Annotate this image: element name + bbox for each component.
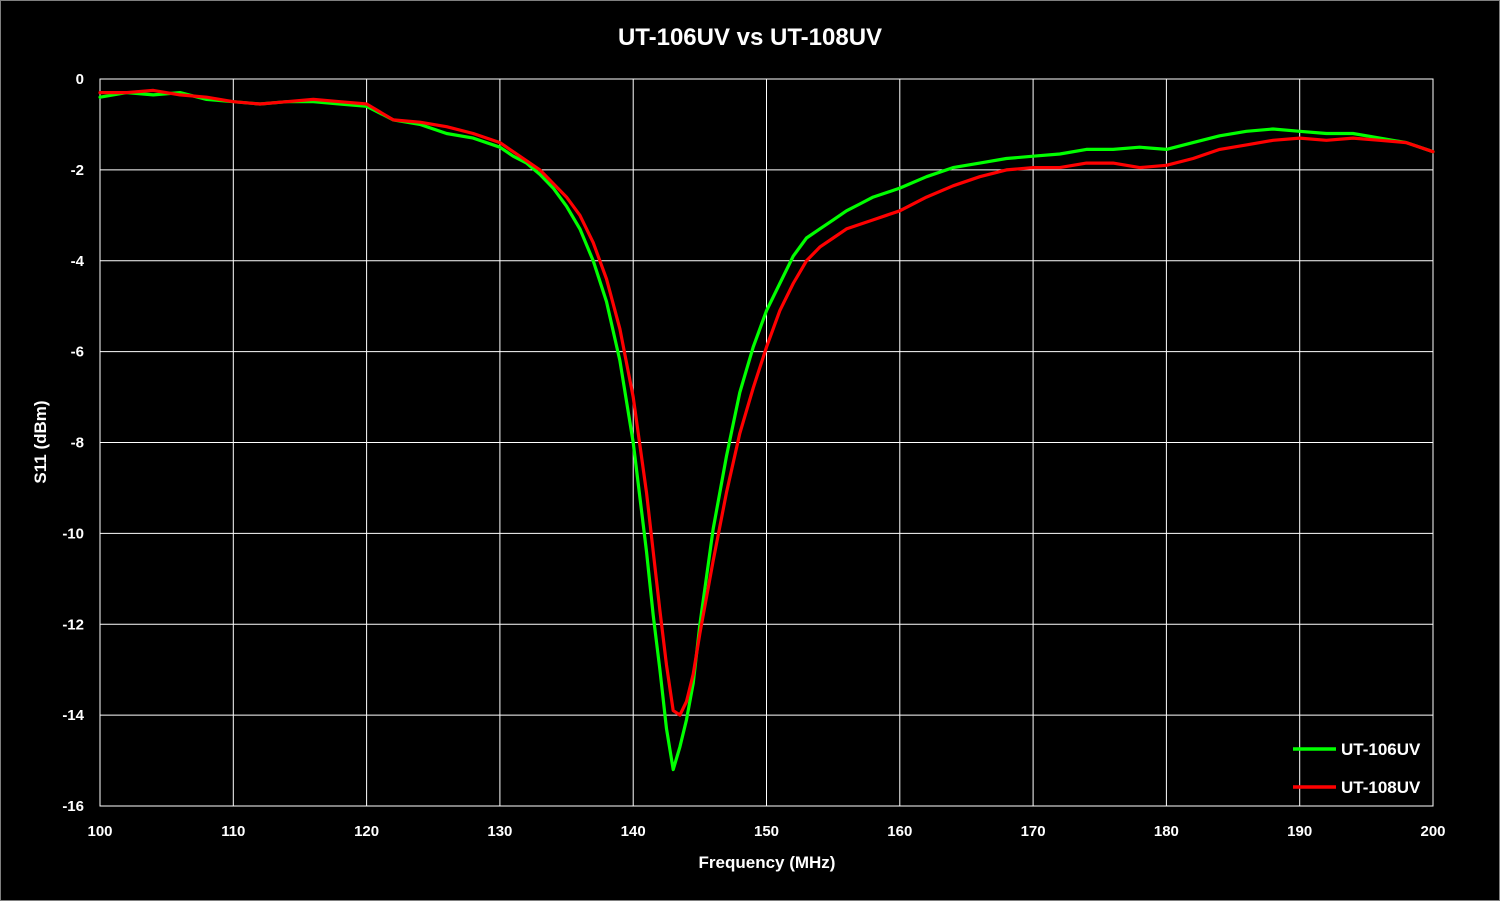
y-tick-label: -14 [62, 707, 84, 724]
x-axis-label: Frequency (MHz) [699, 853, 836, 872]
x-tick-label: 100 [87, 823, 112, 840]
x-tick-label: 110 [221, 823, 245, 840]
x-tick-label: 150 [754, 823, 779, 840]
chart-title: UT-106UV vs UT-108UV [618, 24, 882, 51]
x-tick-label: 140 [621, 823, 646, 840]
y-axis-label: S11 (dBm) [31, 400, 50, 483]
x-tick-label: 130 [487, 823, 512, 840]
x-tick-label: 200 [1420, 823, 1445, 840]
y-tick-label: -10 [62, 525, 84, 542]
tick-labels: 100 110 120 130 140 150 160 170 180 190 200 0 -2 -4 -6… [62, 71, 1445, 840]
y-tick-label: -8 [71, 435, 84, 452]
x-tick-label: 120 [354, 823, 379, 840]
x-tick-label: 160 [887, 823, 912, 840]
y-tick-label: -4 [71, 253, 85, 270]
x-tick-label: 190 [1287, 823, 1312, 840]
legend-label-ut-106uv: UT-106UV [1341, 740, 1421, 759]
y-tick-label: -12 [62, 616, 84, 633]
legend: UT-106UV UT-108UV [1293, 740, 1421, 797]
series-line-ut-108uv [98, 88, 1435, 717]
legend-label-ut-108uv: UT-108UV [1341, 778, 1421, 797]
grid-lines [99, 78, 1434, 807]
y-tick-label: -16 [62, 798, 84, 815]
x-tick-label: 180 [1154, 823, 1179, 840]
y-tick-label: 0 [76, 71, 84, 88]
y-tick-label: -6 [71, 344, 84, 361]
plot-area-border [99, 78, 1434, 807]
x-tick-label: 170 [1021, 823, 1046, 840]
y-tick-label: -2 [71, 162, 84, 179]
series-layer [98, 88, 1435, 772]
